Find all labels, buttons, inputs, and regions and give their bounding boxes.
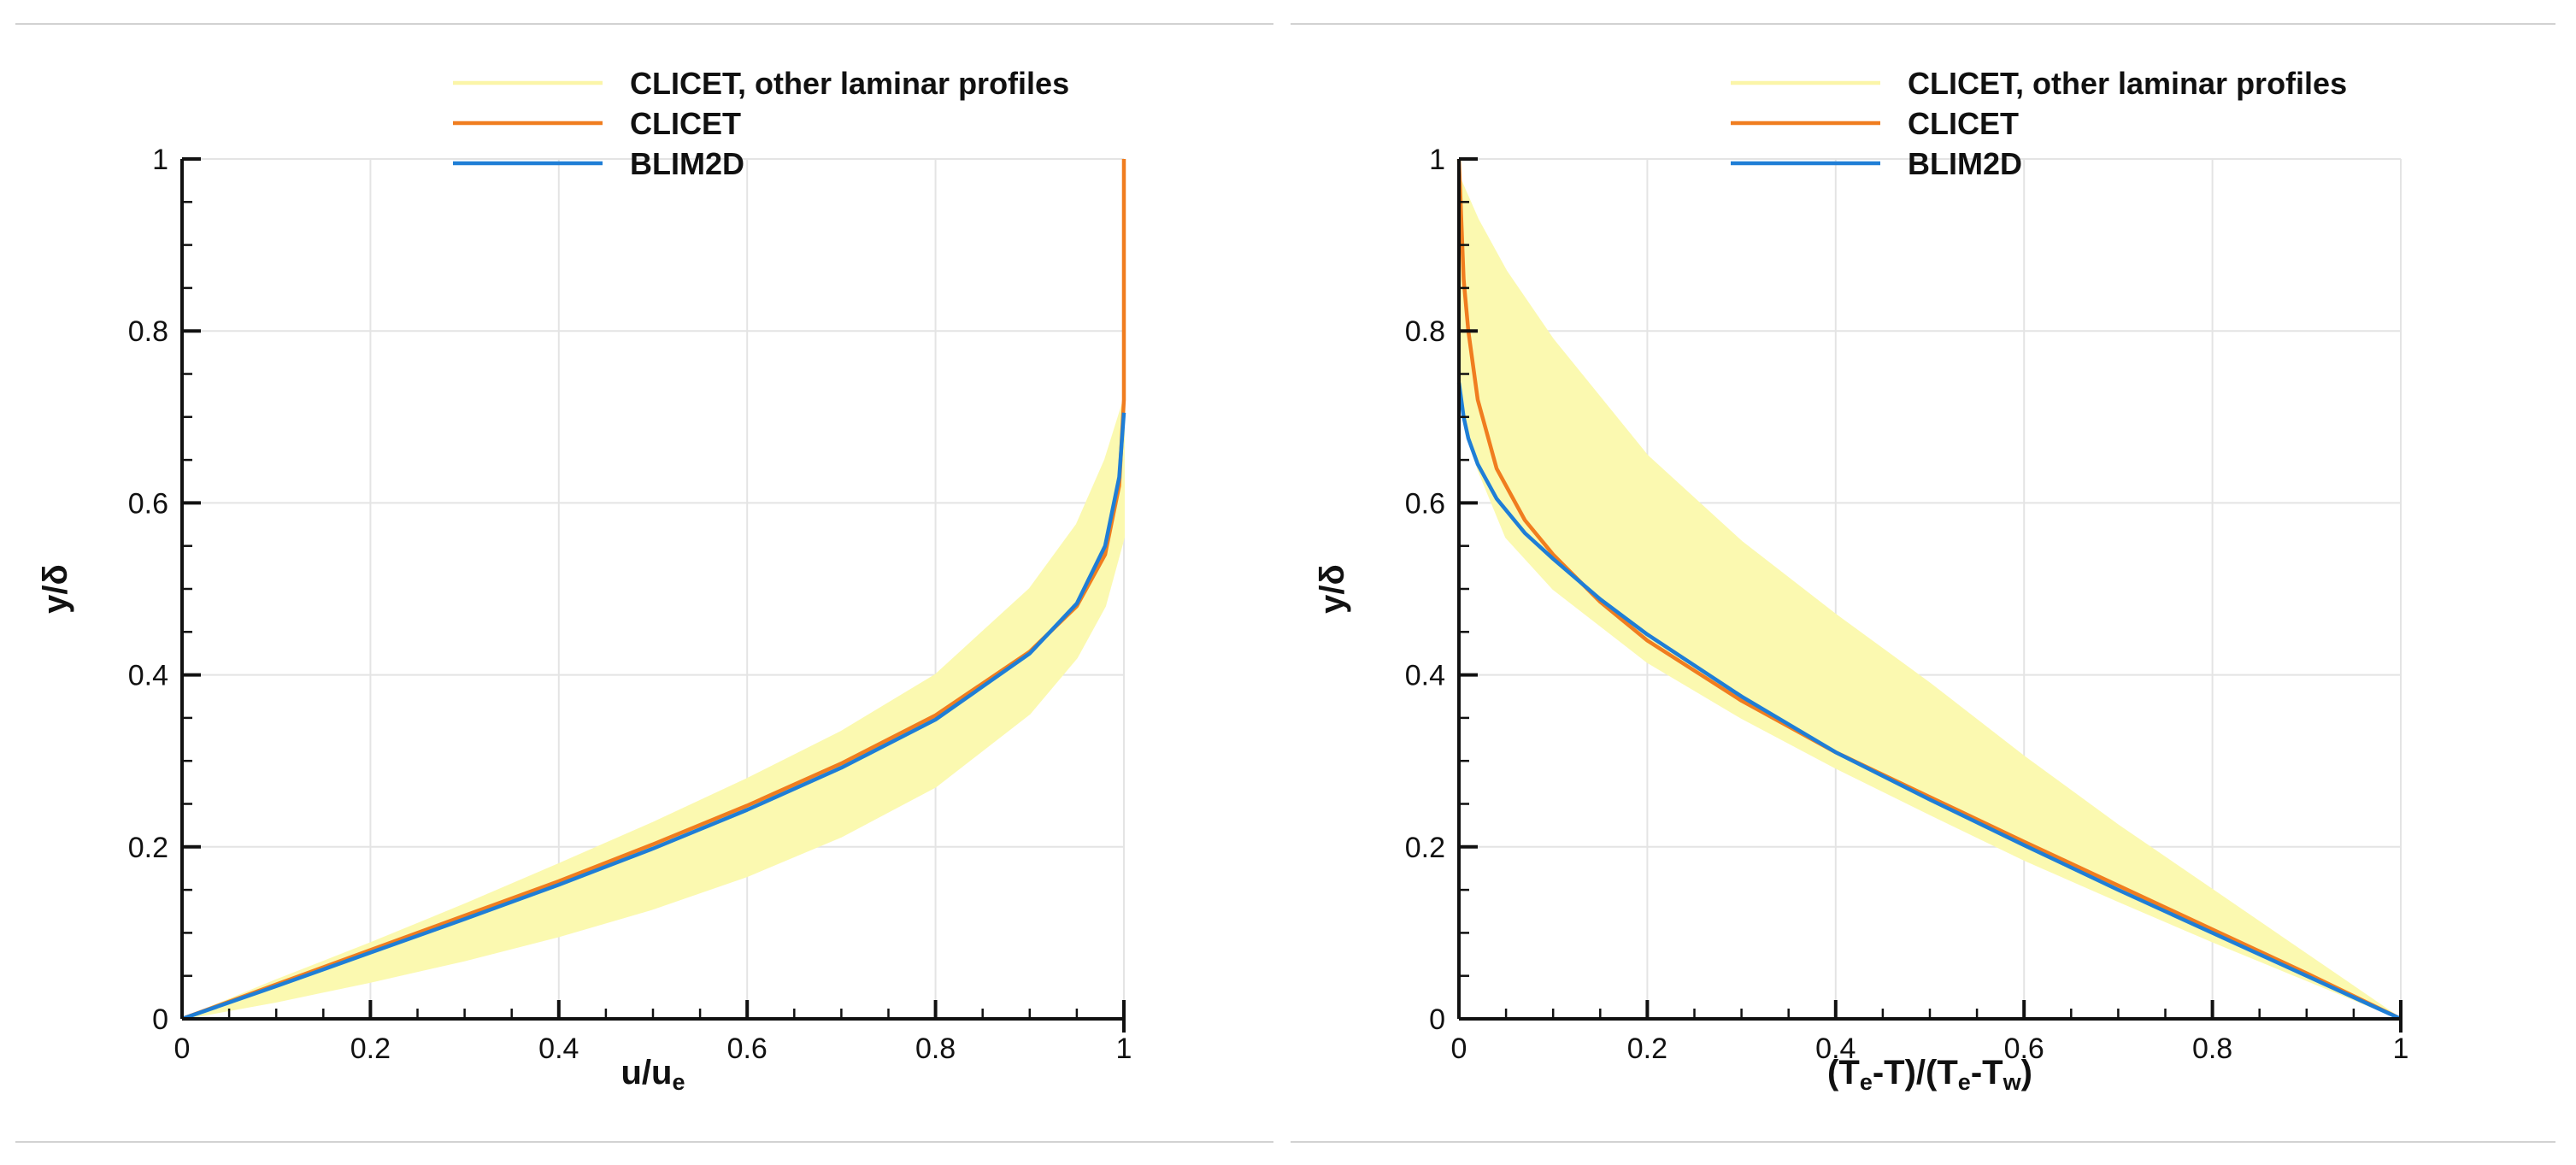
x-tick-label: 0.6 bbox=[2004, 1033, 2044, 1065]
x-tick-label: 0.6 bbox=[727, 1033, 768, 1065]
legend-label: BLIM2D bbox=[630, 146, 744, 181]
y-tick-label: 0.6 bbox=[128, 487, 168, 520]
x-tick-label: 1 bbox=[2393, 1033, 2409, 1065]
y-tick-label: 1 bbox=[152, 144, 168, 176]
x-tick-label: 0.8 bbox=[2192, 1033, 2232, 1065]
x-tick-label: 0.8 bbox=[915, 1033, 956, 1065]
y-tick-label: 0.8 bbox=[1405, 315, 1445, 348]
y-tick-label: 0.2 bbox=[1405, 832, 1445, 864]
band-other-laminar-profiles bbox=[181, 399, 1125, 1020]
series-line-blim2d bbox=[1456, 382, 2402, 1021]
y-tick-label: 0.8 bbox=[128, 315, 168, 348]
x-axis-title-subscript: e bbox=[1958, 1069, 1971, 1095]
x-tick-label: 0.4 bbox=[1815, 1033, 1856, 1065]
chart-velocity: 0 0.2 0.4 0.6 0.8 1 0 0.2 0.4 0.6 0.8 1 y/δ u/ue CLICE… bbox=[37, 66, 1132, 1095]
x-axis-title-subscript: e bbox=[1860, 1069, 1873, 1095]
x-axis-title-part: (T bbox=[1827, 1054, 1860, 1091]
x-axis-title-part: ) bbox=[2021, 1054, 2032, 1091]
x-axis-title: u/ue bbox=[620, 1054, 685, 1095]
legend: CLICET, other laminar profiles CLICET BLIM… bbox=[453, 66, 1069, 181]
band-other-laminar-profiles bbox=[1458, 175, 2402, 1020]
x-tick-label: 0.4 bbox=[538, 1033, 579, 1065]
legend-label: CLICET bbox=[630, 106, 741, 141]
y-axis-title: y/δ bbox=[37, 564, 74, 614]
y-tick-label: 0 bbox=[152, 1003, 168, 1036]
y-tick-label: 0.6 bbox=[1405, 487, 1445, 520]
x-axis-title-subscript: e bbox=[672, 1069, 685, 1095]
x-axis-title-part: -T bbox=[1971, 1054, 2003, 1091]
y-axis-title: y/δ bbox=[1314, 564, 1351, 614]
x-tick-label: 0 bbox=[174, 1033, 191, 1065]
series-line-clicet bbox=[1456, 158, 2402, 1021]
x-tick-label: 0.2 bbox=[1627, 1033, 1667, 1065]
x-axis-title-subscript: w bbox=[2003, 1069, 2022, 1095]
x-tick-label: 1 bbox=[1116, 1033, 1132, 1065]
x-axis-title: (Te-T)/(Te-Tw) bbox=[1827, 1054, 2032, 1095]
series-line-blim2d bbox=[181, 412, 1126, 1021]
x-axis-title-part: -T)/(T bbox=[1873, 1054, 1958, 1091]
y-tick-label: 0.4 bbox=[128, 660, 168, 692]
legend-label: BLIM2D bbox=[1908, 146, 2022, 181]
y-tick-label: 0 bbox=[1429, 1003, 1445, 1036]
y-tick-label: 1 bbox=[1429, 144, 1445, 176]
legend-label: CLICET bbox=[1908, 106, 2019, 141]
legend-label: CLICET, other laminar profiles bbox=[1908, 66, 2347, 101]
legend-label: CLICET, other laminar profiles bbox=[630, 66, 1069, 101]
chart-temperature: 0 0.2 0.4 0.6 0.8 100.20.40.60.81y/δ(Te-T)/(T… bbox=[1314, 66, 2408, 1095]
x-tick-label: 0 bbox=[1451, 1033, 1467, 1065]
y-tick-label: 0.2 bbox=[128, 832, 168, 864]
x-tick-label: 0.2 bbox=[350, 1033, 391, 1065]
legend: CLICET, other laminar profiles CLICET BLIM… bbox=[1731, 66, 2347, 181]
y-tick-label: 0.4 bbox=[1405, 660, 1445, 692]
x-axis-title-part: u/u bbox=[620, 1054, 672, 1091]
